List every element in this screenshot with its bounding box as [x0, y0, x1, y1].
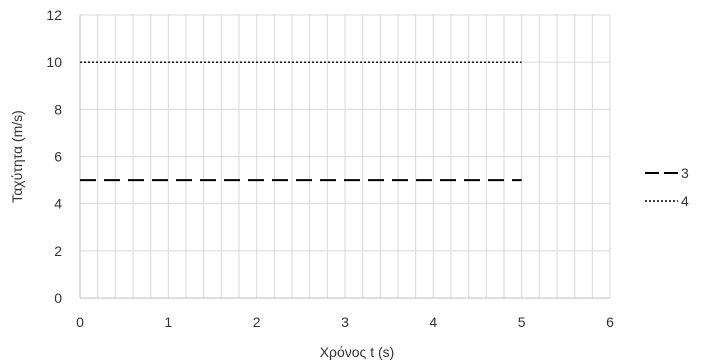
x-tick-label: 1 — [164, 314, 172, 330]
x-axis-title: Χρόνος t (s) — [320, 344, 395, 360]
y-tick-label: 10 — [46, 54, 62, 70]
y-tick-label: 2 — [54, 243, 62, 259]
y-tick-label: 6 — [54, 149, 62, 165]
series-group — [80, 61, 522, 182]
legend: 34 — [645, 165, 689, 209]
x-tick-label: 6 — [606, 314, 614, 330]
y-tick-label: 12 — [46, 7, 62, 23]
y-axis-title: Ταχύτητα (m/s) — [9, 110, 25, 203]
x-tick-label: 0 — [76, 314, 84, 330]
legend-label-4: 4 — [681, 193, 689, 209]
grid — [80, 14, 611, 298]
x-tick-label: 2 — [253, 314, 261, 330]
y-tick-label: 8 — [54, 101, 62, 117]
x-tick-label: 5 — [518, 314, 526, 330]
x-tick-label: 4 — [429, 314, 437, 330]
legend-label-3: 3 — [681, 165, 689, 181]
y-tick-label: 4 — [54, 196, 62, 212]
x-tick-label: 3 — [341, 314, 349, 330]
y-tick-label: 0 — [54, 290, 62, 306]
